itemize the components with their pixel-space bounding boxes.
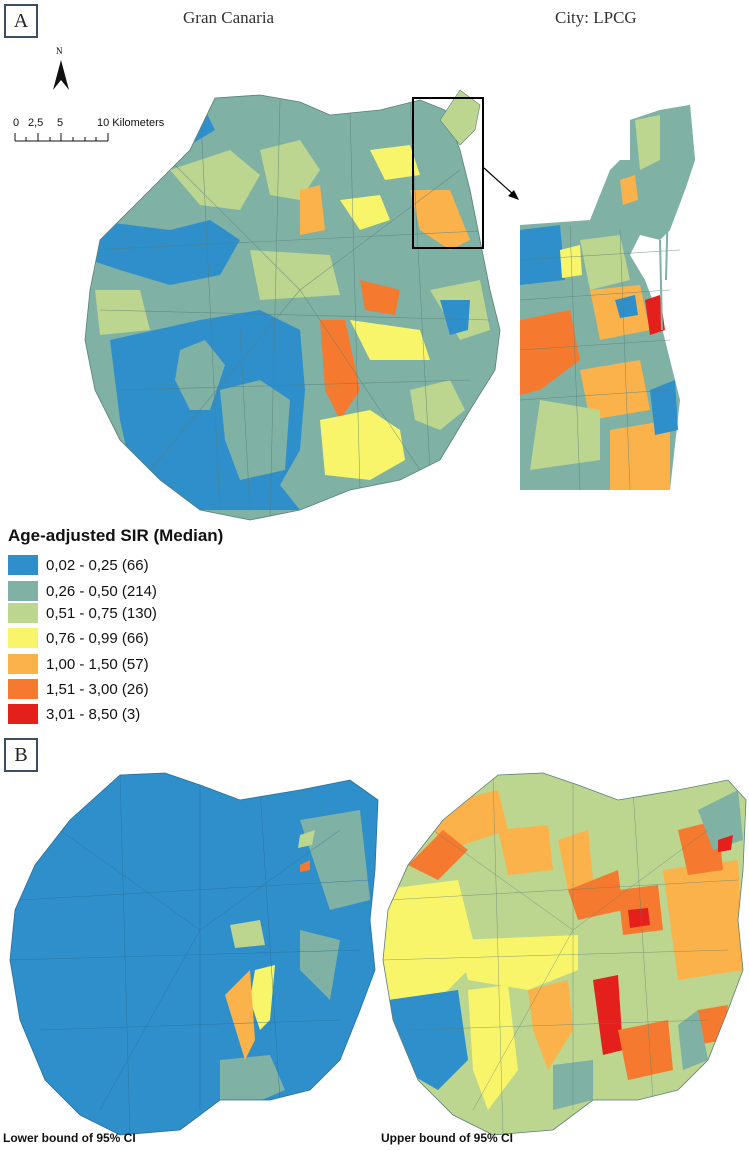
panel-a-label: A: [4, 4, 38, 38]
legend-swatch: [8, 654, 38, 674]
zoom-inset-box: [412, 97, 484, 249]
legend-swatch: [8, 603, 38, 623]
legend-label: 1,00 - 1,50 (57): [46, 655, 149, 673]
legend-swatch: [8, 704, 38, 724]
legend-swatch: [8, 555, 38, 575]
legend-label: 0,26 - 0,50 (214): [46, 582, 157, 600]
caption-lower-bound: Lower bound of 95% CI: [3, 1131, 136, 1145]
map-gran-canaria-sir: [84, 89, 519, 521]
legend-label: 3,01 - 8,50 (3): [46, 705, 141, 723]
legend-label: 0,76 - 0,99 (66): [46, 629, 149, 647]
map-upper-bound: [382, 772, 747, 1136]
scale-tick-10: 10 Kilometers: [97, 117, 165, 129]
map-city-lpcg-inset: [519, 105, 695, 491]
scale-tick-5: 5: [57, 117, 64, 129]
legend-item: 3,01 - 8,50 (3): [8, 704, 140, 724]
legend-swatch: [8, 628, 38, 648]
map-title-gran-canaria: Gran Canaria: [183, 8, 275, 27]
north-arrow: N: [51, 46, 71, 90]
map-title-city: City: LPCG: [555, 8, 637, 27]
legend-label: 0,51 - 0,75 (130): [46, 604, 157, 622]
north-label: N: [56, 46, 63, 56]
legend-swatch: [8, 679, 38, 699]
legend-item: 1,51 - 3,00 (26): [8, 679, 149, 699]
legend-label: 1,51 - 3,00 (26): [46, 680, 149, 698]
scale-bar-graphic: [14, 133, 109, 142]
north-arrow-icon: [53, 60, 69, 90]
panel-b-label: B: [4, 738, 38, 772]
legend-item: 0,02 - 0,25 (66): [8, 555, 149, 575]
legend-swatch: [8, 581, 38, 601]
scale-tick-0: 0: [13, 117, 20, 129]
legend-item: 0,76 - 0,99 (66): [8, 628, 149, 648]
legend-label: 0,02 - 0,25 (66): [46, 556, 149, 574]
legend-title: Age-adjusted SIR (Median): [8, 526, 224, 545]
legend-item: 0,51 - 0,75 (130): [8, 603, 157, 623]
legend-item: 1,00 - 1,50 (57): [8, 654, 149, 674]
legend-item: 0,26 - 0,50 (214): [8, 581, 157, 601]
map-lower-bound: [9, 772, 379, 1136]
scale-tick-2-5: 2,5: [28, 117, 44, 129]
caption-upper-bound: Upper bound of 95% CI: [381, 1131, 513, 1145]
